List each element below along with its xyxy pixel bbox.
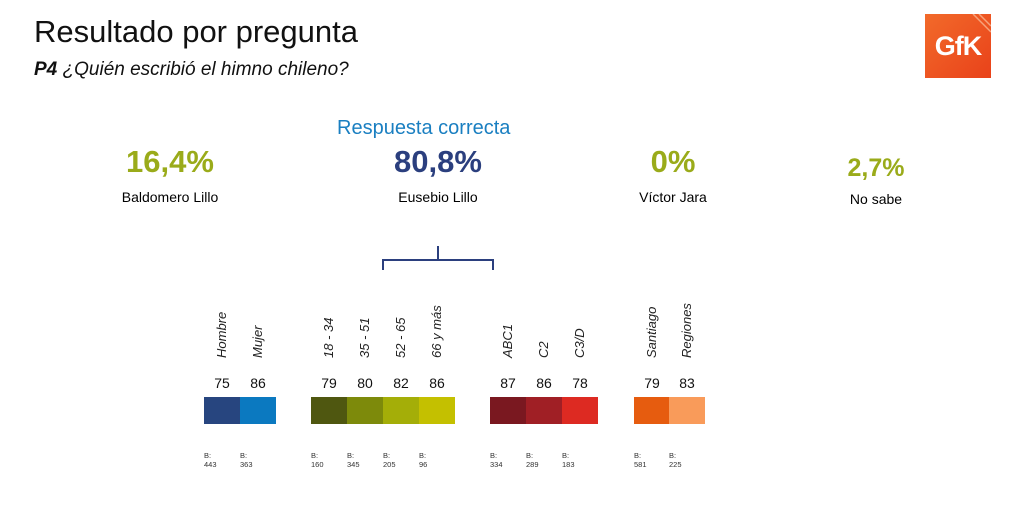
segment-base-mujer: B: 363 (240, 451, 253, 469)
gfk-logo: GfK (925, 14, 991, 78)
logo-text: GfK (934, 30, 982, 61)
segment-label-c2: C2 (536, 341, 551, 358)
segment-base-c3-d: B: 183 (562, 451, 575, 469)
answer-percent-baldomero: 16,4% (126, 144, 214, 179)
segment-label-35-51: 35 - 51 (357, 317, 372, 358)
segment-bar-santiago (634, 397, 670, 424)
segment-value-66-y-m-s: 86 (429, 375, 445, 391)
question-code: P4 (34, 59, 58, 80)
segment-value-c3-d: 78 (572, 375, 588, 391)
segment-bar-mujer (240, 397, 276, 424)
segment-bar-18-34 (311, 397, 347, 424)
segment-value-52-65: 82 (393, 375, 409, 391)
page-title: Resultado por pregunta (34, 14, 359, 49)
segment-value-18-34: 79 (321, 375, 337, 391)
segment-base-18-34: B: 160 (311, 451, 324, 469)
segment-bar-52-65 (383, 397, 419, 424)
segment-bar-35-51 (347, 397, 383, 424)
question-line: P4 ¿Quién escribió el himno chileno? (34, 59, 349, 81)
answer-percent-nosabe: 2,7% (847, 154, 905, 182)
logo-lines-icon (972, 14, 991, 33)
bracket-connector (382, 246, 494, 270)
segment-value-35-51: 80 (357, 375, 373, 391)
segment-label-18-34: 18 - 34 (321, 317, 336, 358)
segment-label-regiones: Regiones (679, 303, 694, 358)
segment-value-regiones: 83 (679, 375, 695, 391)
segment-bar-regiones (669, 397, 705, 424)
segment-label-hombre: Hombre (214, 311, 229, 358)
segment-value-abc1: 87 (500, 375, 516, 391)
segment-label-abc1: ABC1 (500, 324, 515, 358)
segment-bar-c3-d (562, 397, 598, 424)
segment-bar-c2 (526, 397, 562, 424)
segment-value-hombre: 75 (214, 375, 230, 391)
segment-label-52-65: 52 - 65 (393, 317, 408, 358)
question-text: ¿Quién escribió el himno chileno? (62, 59, 349, 80)
answer-label-victor: Víctor Jara (639, 189, 707, 205)
segment-base-52-65: B: 205 (383, 451, 396, 469)
segment-label-c3-d: C3/D (572, 328, 587, 358)
segment-bar-hombre (204, 397, 240, 424)
segment-base-regiones: B: 225 (669, 451, 682, 469)
segment-value-mujer: 86 (250, 375, 266, 391)
segment-base-santiago: B: 581 (634, 451, 647, 469)
segment-label-santiago: Santiago (644, 306, 659, 358)
segment-value-c2: 86 (536, 375, 552, 391)
segment-base-66-y-m-s: B: 96 (419, 451, 428, 469)
segment-base-35-51: B: 345 (347, 451, 360, 469)
segment-value-santiago: 79 (644, 375, 660, 391)
answer-label-baldomero: Baldomero Lillo (121, 189, 219, 205)
answer-percent-eusebio: 80,8% (394, 144, 482, 179)
segment-base-abc1: B: 334 (490, 451, 503, 469)
segment-label-mujer: Mujer (250, 325, 265, 358)
answer-label-nosabe: No sabe (849, 191, 903, 207)
segment-base-c2: B: 289 (526, 451, 539, 469)
answer-percent-victor: 0% (650, 144, 696, 179)
segment-base-hombre: B: 443 (204, 451, 217, 469)
segment-bar-66-y-m-s (419, 397, 455, 424)
answer-label-eusebio: Eusebio Lillo (398, 189, 478, 205)
segment-label-66-y-m-s: 66 y más (429, 305, 444, 358)
segment-bar-abc1 (490, 397, 526, 424)
correct-answer-label: Respuesta correcta (337, 117, 511, 139)
